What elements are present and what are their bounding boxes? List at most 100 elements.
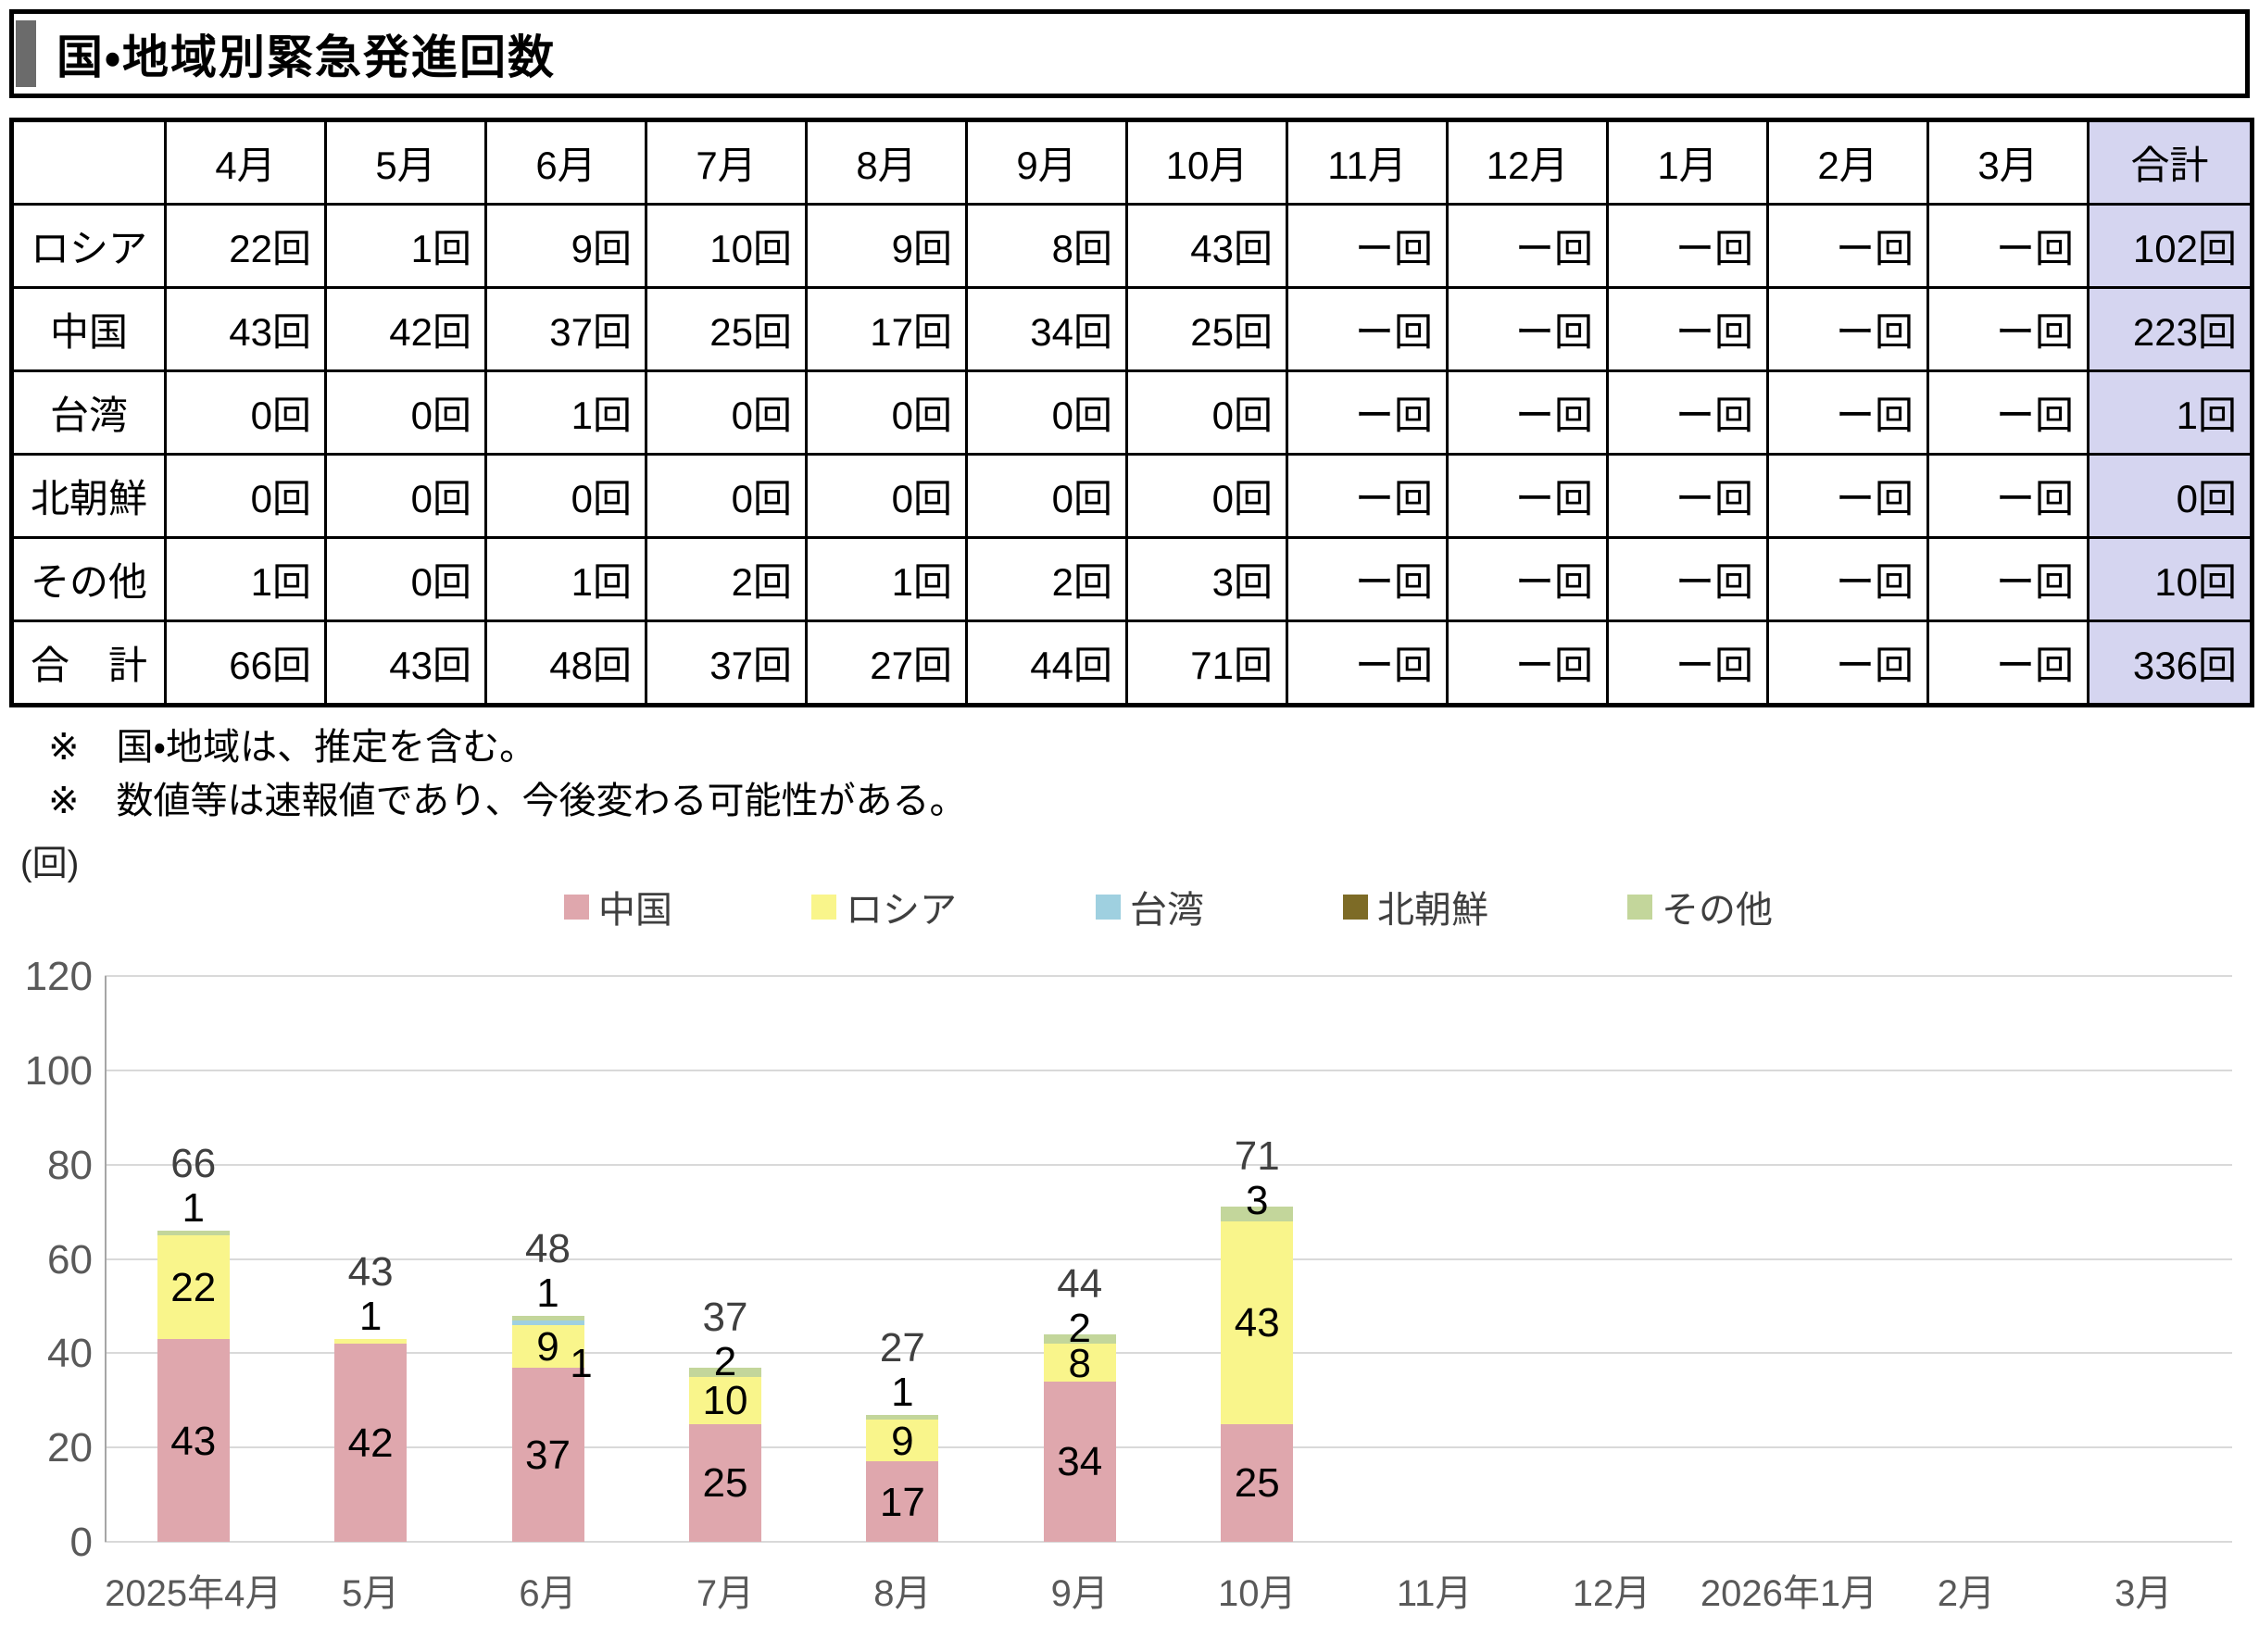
x-axis-tick-label: 3月 [2115, 1573, 2173, 1614]
legend-label: ロシア [846, 890, 957, 931]
legend-swatch-icon [1627, 894, 1652, 920]
bar-value-label: 43 [170, 1418, 217, 1464]
bar-total-label: 66 [170, 1140, 217, 1186]
col-header: 合計 [2087, 119, 2253, 206]
value-cell: 25回 [645, 286, 808, 372]
value-cell: 0回 [164, 369, 327, 456]
legend-item: その他 [1627, 880, 1773, 933]
value-cell: ー回 [1766, 620, 1929, 707]
title-bar: 国・地域別緊急発進回数 [9, 9, 2250, 98]
gridline [105, 1163, 2232, 1166]
x-axis-tick-label: 2025年4月 [105, 1573, 282, 1614]
col-header: 6月 [484, 119, 647, 206]
value-cell: ー回 [1286, 453, 1449, 539]
bar-segment [1043, 1381, 1116, 1542]
x-axis-tick-label: 12月 [1572, 1573, 1651, 1614]
legend-swatch-icon [1096, 894, 1121, 920]
row-label: 中国 [10, 286, 167, 372]
scramble-count-table: 4月 5月 6月 7月 8月 9月 10月 11月 12月 1月 2月 3月 合計 ロシア 22回 1回 9回 1… [9, 118, 2254, 707]
x-axis-tick-label: 7月 [696, 1573, 755, 1614]
bar-value-label: 8 [1068, 1340, 1092, 1386]
legend-item: 台湾 [1096, 880, 1204, 933]
row-label: その他 [10, 536, 167, 622]
total-cell: 0回 [2087, 453, 2253, 539]
row-label: ロシア [10, 203, 167, 289]
bar-total-label: 37 [702, 1294, 748, 1340]
x-axis-tick-label: 6月 [519, 1573, 577, 1614]
bar-value-label: 9 [536, 1323, 559, 1370]
bar-segment [866, 1461, 939, 1542]
bar-value-label: 43 [1234, 1300, 1280, 1346]
bar-value-label: 1 [570, 1340, 593, 1386]
bar-segment [334, 1344, 408, 1542]
bar-segment [866, 1419, 939, 1462]
legend-item: 北朝鮮 [1343, 880, 1488, 933]
bar-value-label: 10 [702, 1378, 748, 1424]
bar-segment [1043, 1333, 1116, 1345]
chart-legend: 中国 ロシア 台湾 北朝鮮 その他 [105, 880, 2232, 933]
bar-segment [1221, 1207, 1294, 1221]
value-cell: 10回 [645, 203, 808, 289]
value-cell: 1回 [484, 536, 647, 622]
value-cell: 17回 [805, 286, 968, 372]
value-cell: ー回 [1766, 286, 1929, 372]
table-row: 北朝鮮 0回 0回 0回 0回 0回 0回 0回 ー回 ー回 ー回 ー回 ー回 0回 [10, 453, 2253, 539]
value-cell: 0回 [645, 369, 808, 456]
bar-value-label: 25 [702, 1460, 748, 1507]
value-cell: 0回 [1125, 453, 1288, 539]
col-header: 12月 [1446, 119, 1609, 206]
footnotes: ※ 国・地域は、推定を含む。 ※ 数値等は速報値であり、今後変わる可能性がある。 [48, 720, 967, 828]
value-cell: 48回 [484, 620, 647, 707]
bar-value-label: 22 [170, 1265, 217, 1311]
value-cell: ー回 [1766, 453, 1929, 539]
value-cell: ー回 [1446, 536, 1609, 622]
col-header: 4月 [164, 119, 327, 206]
legend-swatch-icon [1343, 894, 1368, 920]
gridline [105, 975, 2232, 977]
col-header: 1月 [1606, 119, 1769, 206]
value-cell: 0回 [164, 453, 327, 539]
value-cell: 27回 [805, 620, 968, 707]
value-cell: ー回 [1926, 286, 2090, 372]
value-cell: 3回 [1125, 536, 1288, 622]
value-cell: 8回 [965, 203, 1128, 289]
bar-value-label: 25 [1234, 1460, 1280, 1507]
col-header: 5月 [324, 119, 487, 206]
value-cell: ー回 [1446, 453, 1609, 539]
y-axis-tick-label: 20 [47, 1425, 93, 1471]
table-row: 合 計 66回 43回 48回 37回 27回 44回 71回 ー回 ー回 ー回 ー回 ー回 336回 [10, 620, 2253, 707]
bar-value-label: 1 [358, 1294, 383, 1340]
row-label: 北朝鮮 [10, 453, 167, 539]
x-axis-tick-label: 11月 [1396, 1573, 1473, 1614]
x-axis-tick-label: 8月 [873, 1573, 932, 1614]
total-cell: 336回 [2087, 620, 2253, 707]
value-cell: ー回 [1606, 286, 1769, 372]
value-cell: ー回 [1286, 286, 1449, 372]
value-cell: 1回 [805, 536, 968, 622]
x-axis-tick-label: 2月 [1937, 1573, 1995, 1614]
value-cell: ー回 [1926, 453, 2090, 539]
value-cell: 0回 [324, 453, 487, 539]
y-axis-tick-label: 100 [24, 1047, 93, 1094]
bar-value-label: 1 [536, 1270, 559, 1316]
value-cell: 0回 [645, 453, 808, 539]
value-cell: ー回 [1446, 203, 1609, 289]
table-row: その他 1回 0回 1回 2回 1回 2回 3回 ー回 ー回 ー回 ー回 ー回 10回 [10, 536, 2253, 622]
bar-value-label: 42 [347, 1420, 394, 1467]
bar-segment [511, 1315, 584, 1320]
gridline [105, 1541, 2232, 1543]
value-cell: ー回 [1606, 203, 1769, 289]
value-cell: 2回 [965, 536, 1128, 622]
bar-segment [688, 1376, 761, 1424]
table-row: 台湾 0回 0回 1回 0回 0回 0回 0回 ー回 ー回 ー回 ー回 ー回 1回 [10, 369, 2253, 456]
bar-total-label: 71 [1234, 1133, 1280, 1180]
value-cell: ー回 [1926, 203, 2090, 289]
y-axis-tick-label: 0 [69, 1520, 93, 1565]
legend-label: 北朝鮮 [1377, 890, 1488, 931]
value-cell: ー回 [1606, 369, 1769, 456]
total-cell: 1回 [2087, 369, 2253, 456]
legend-label: その他 [1662, 890, 1773, 931]
legend-swatch-icon [564, 894, 589, 920]
bar-segment [157, 1339, 230, 1542]
